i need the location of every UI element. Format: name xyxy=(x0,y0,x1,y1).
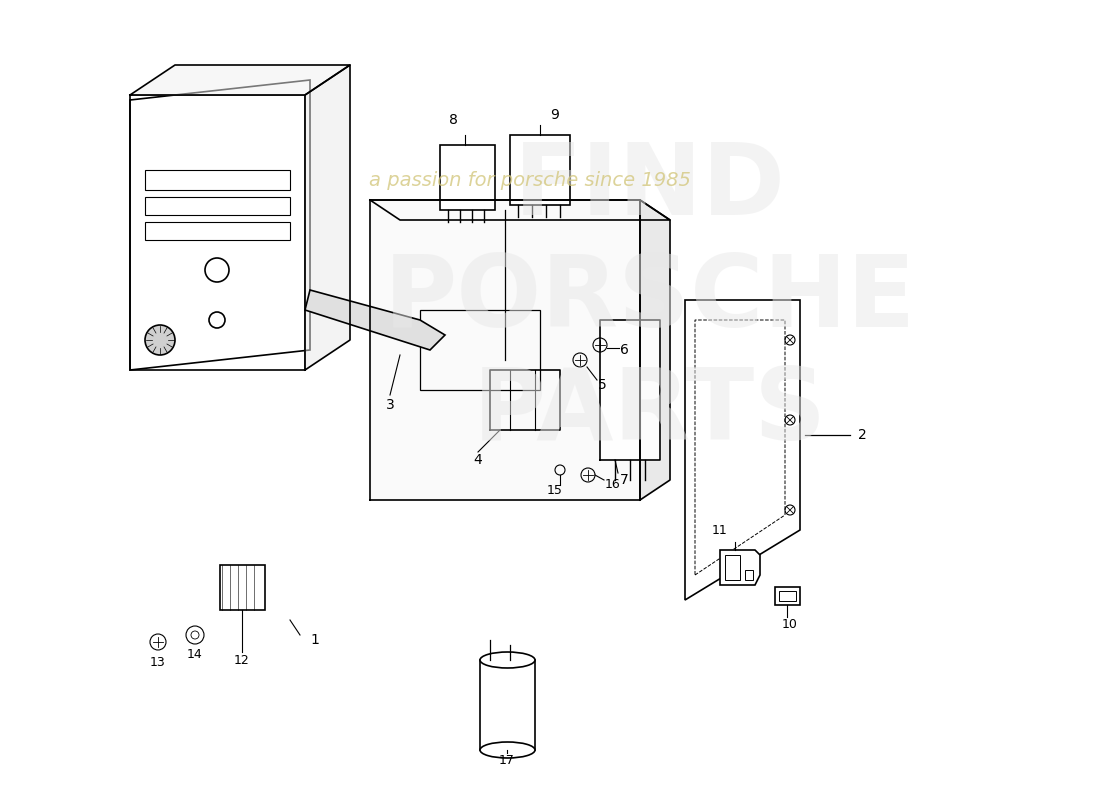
Text: 12: 12 xyxy=(234,654,250,666)
Polygon shape xyxy=(130,80,310,370)
Polygon shape xyxy=(305,65,350,370)
Text: 11: 11 xyxy=(712,523,728,537)
Bar xyxy=(420,310,540,390)
Bar xyxy=(779,591,796,601)
Bar xyxy=(145,170,290,190)
Text: 8: 8 xyxy=(449,113,458,127)
Ellipse shape xyxy=(480,742,535,758)
Circle shape xyxy=(145,325,175,355)
Text: 5: 5 xyxy=(598,378,607,392)
Text: 6: 6 xyxy=(620,343,629,357)
Bar xyxy=(725,555,740,580)
Polygon shape xyxy=(305,290,446,350)
Text: a passion for porsche since 1985: a passion for porsche since 1985 xyxy=(370,170,691,190)
Polygon shape xyxy=(600,320,660,460)
Bar xyxy=(745,570,754,580)
Polygon shape xyxy=(720,550,760,585)
Bar xyxy=(776,587,800,605)
Bar xyxy=(220,565,265,610)
Text: 16: 16 xyxy=(605,478,620,491)
Polygon shape xyxy=(370,200,640,500)
Bar xyxy=(440,145,495,210)
Text: 2: 2 xyxy=(858,428,867,442)
Bar xyxy=(130,95,305,370)
Polygon shape xyxy=(695,320,785,575)
Text: 1: 1 xyxy=(310,633,319,647)
Text: 7: 7 xyxy=(620,473,629,487)
Polygon shape xyxy=(130,65,350,95)
Bar xyxy=(145,222,290,240)
Text: 13: 13 xyxy=(150,655,166,669)
Ellipse shape xyxy=(480,652,535,668)
Text: 10: 10 xyxy=(782,618,797,631)
Text: 3: 3 xyxy=(386,398,395,412)
Text: 17: 17 xyxy=(499,754,515,766)
Bar xyxy=(510,135,570,205)
Text: 14: 14 xyxy=(187,649,202,662)
Text: 9: 9 xyxy=(551,108,560,122)
Bar xyxy=(480,660,535,750)
Text: FIND
PORSCHE
PARTS: FIND PORSCHE PARTS xyxy=(384,139,916,461)
Polygon shape xyxy=(640,200,670,500)
Text: 15: 15 xyxy=(547,483,563,497)
Text: 4: 4 xyxy=(474,453,483,467)
Bar xyxy=(145,197,290,215)
